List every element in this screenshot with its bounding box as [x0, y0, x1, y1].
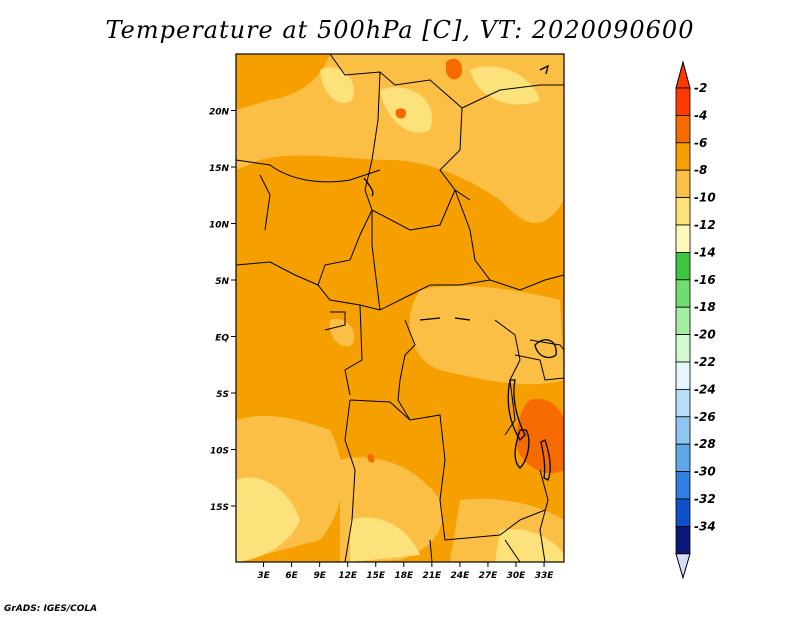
lon-tick-label: 9E — [313, 571, 326, 581]
colorbar-label: -10 — [694, 191, 716, 205]
lon-tick-label: 21E — [423, 571, 443, 581]
chart-title: Temperature at 500hPa [C], VT: 202009060… — [105, 16, 695, 44]
lon-tick-label: 27E — [479, 571, 499, 581]
colorbar-label: -32 — [694, 492, 716, 506]
colorbar-label: -16 — [694, 273, 716, 287]
lakes — [363, 64, 557, 481]
lon-tick-label: 3E — [257, 571, 270, 581]
colorbar-swatch — [675, 169, 691, 198]
colorbar-swatch — [675, 115, 691, 144]
lat-tick-label: 5S — [216, 390, 229, 400]
colorbar-label: -18 — [694, 300, 716, 314]
colorbar-swatch — [675, 526, 691, 555]
colorbar-swatch — [675, 142, 691, 171]
map-frame — [235, 53, 565, 563]
temperature-field — [236, 54, 564, 562]
colorbar-swatch — [675, 224, 691, 253]
colorbar-label: -28 — [694, 437, 716, 451]
colorbar-label: -24 — [694, 382, 716, 396]
colorbar-label: -26 — [694, 410, 716, 424]
country-borders — [236, 54, 564, 562]
colorbar-swatch — [675, 416, 691, 445]
lon-tick-label: 18E — [394, 571, 414, 581]
colorbar-label: -22 — [694, 355, 716, 369]
lat-tick-label: 15S — [210, 503, 229, 513]
colorbar-label: -12 — [694, 218, 716, 232]
colorbar-swatch — [675, 279, 691, 308]
lon-tick-label: 24E — [451, 571, 471, 581]
lon-tick-label: 12E — [338, 571, 358, 581]
colorbar-swatch — [675, 306, 691, 336]
colorbar-swatch — [675, 388, 691, 418]
colorbar-label: -30 — [694, 465, 716, 479]
colorbar-swatch — [675, 334, 691, 363]
lat-tick-label: EQ — [215, 334, 229, 344]
colorbar-top-arrow — [675, 60, 691, 89]
colorbar-swatch — [675, 498, 691, 527]
lat-tick-label: 5N — [215, 277, 229, 287]
colorbar-swatch — [675, 361, 691, 390]
latitude-axis: 20N 15N 10N 5N EQ 5S 10S 15S — [209, 108, 236, 513]
colorbar-swatch — [675, 251, 691, 281]
colorbar-swatch — [675, 471, 691, 500]
lon-tick-label: 33E — [535, 571, 555, 581]
colorbar-label: -34 — [694, 519, 716, 533]
colorbar-label: -4 — [694, 108, 707, 122]
lat-tick-label: 10N — [209, 221, 230, 231]
colorbar-label: -6 — [694, 136, 707, 150]
lon-tick-label: 15E — [366, 571, 386, 581]
colorbar-label: -20 — [694, 328, 716, 342]
lon-tick-label: 6E — [285, 571, 298, 581]
colorbar-label: -14 — [694, 245, 716, 259]
colorbar: -2 -4 -6 -8 -10 -12 -14 -16 -18 -20 -22 -24 -26 -28 -3… — [675, 60, 716, 580]
colorbar-label: -2 — [694, 81, 707, 95]
colorbar-swatch — [675, 87, 691, 116]
colorbar-swatch — [675, 443, 691, 473]
lat-tick-label: 10S — [210, 447, 229, 457]
lat-tick-label: 20N — [209, 108, 230, 118]
colorbar-bottom-arrow — [675, 553, 691, 580]
grads-credit: GrADS: IGES/COLA — [4, 604, 98, 614]
colorbar-label: -8 — [694, 163, 707, 177]
lat-tick-label: 15N — [209, 164, 230, 174]
colorbar-swatch — [675, 197, 691, 226]
lon-tick-label: 30E — [507, 571, 527, 581]
longitude-axis: 3E 6E 9E 12E 15E 18E 21E 24E 27E 30E 33E — [257, 562, 554, 581]
